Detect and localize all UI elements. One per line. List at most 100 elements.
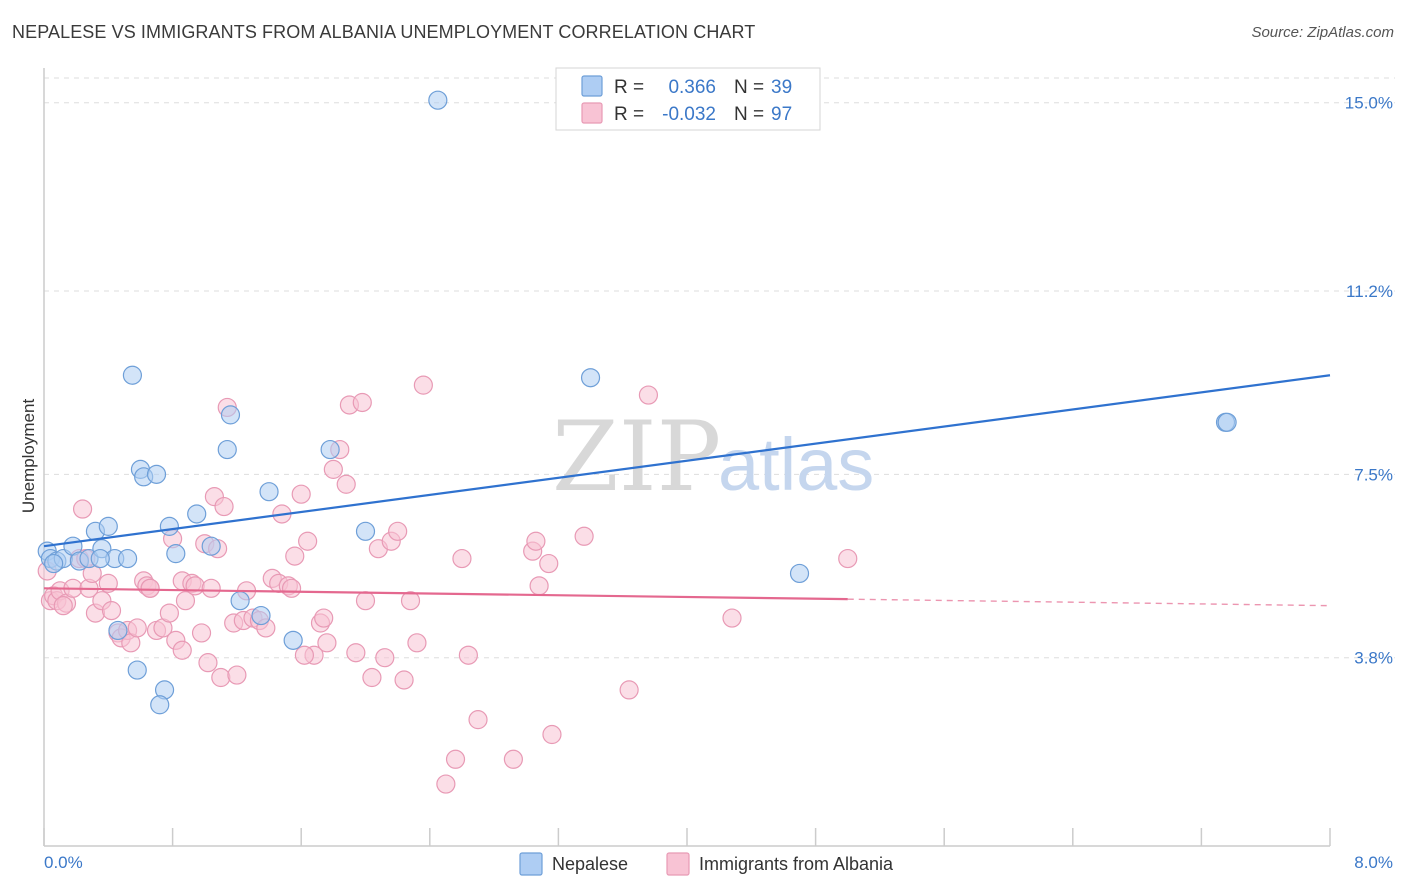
- nepalese-point: [187, 504, 207, 524]
- nepalese-point: [217, 439, 237, 460]
- nepalese-point: [355, 521, 376, 541]
- nepalese-point: [283, 630, 303, 650]
- albania-point: [445, 749, 466, 769]
- chart-title: NEPALESE VS IMMIGRANTS FROM ALBANIA UNEM…: [12, 22, 756, 42]
- nepalese-point: [789, 563, 810, 584]
- albania-point: [388, 521, 408, 541]
- x-tick-label-max: 8.0%: [1354, 853, 1393, 872]
- albania-point: [53, 596, 73, 616]
- albania-point: [529, 576, 549, 596]
- nepalese-point: [428, 90, 448, 110]
- albania-point: [722, 608, 742, 628]
- legend-r-value-nepalese: 0.366: [668, 77, 716, 98]
- albania-point: [452, 548, 472, 569]
- y-tick-label: 11.2%: [1346, 282, 1393, 301]
- legend-r-value-albania: -0.032: [662, 104, 716, 125]
- nepalese-point: [220, 405, 241, 425]
- gridlines: [44, 77, 1395, 659]
- albania-point: [185, 576, 205, 596]
- albania-point: [574, 526, 594, 546]
- legend-n-value-albania: 97: [771, 104, 792, 125]
- nepalese-point: [230, 591, 250, 611]
- watermark-atlas: atlas: [718, 423, 874, 506]
- y-tick-label: 3.8%: [1354, 649, 1393, 668]
- source-credit: Source: ZipAtlas.com: [1251, 24, 1394, 41]
- albania-point: [98, 573, 118, 593]
- albania-point: [436, 774, 456, 794]
- legend-swatch-nepalese: [581, 75, 603, 97]
- albania-point: [140, 578, 160, 598]
- albania-point: [407, 633, 427, 653]
- albania-point: [394, 670, 414, 690]
- albania-point: [298, 531, 318, 551]
- legend-n-value-nepalese: 39: [771, 77, 792, 98]
- trend-lines: [43, 374, 1331, 607]
- albania-point: [542, 724, 562, 745]
- nepalese-point: [117, 548, 138, 569]
- albania-point: [619, 680, 639, 700]
- albania-point: [539, 553, 559, 574]
- series-legend-swatch-albania: [666, 852, 690, 876]
- albania-point: [355, 591, 376, 611]
- series-legend-label-nepalese: Nepalese: [552, 854, 628, 874]
- nepalese-point: [166, 544, 186, 564]
- albania-point: [314, 608, 334, 628]
- albania-point: [127, 618, 147, 638]
- albania-point: [227, 665, 247, 685]
- nepalese-point: [90, 548, 110, 569]
- albania-point: [214, 496, 234, 517]
- nepalese-point: [122, 365, 143, 385]
- y-tick-label: 15.0%: [1345, 94, 1393, 113]
- watermark-zip: ZIP: [552, 401, 721, 513]
- albania-point: [526, 531, 546, 551]
- albania-point: [336, 474, 356, 494]
- albania-point: [352, 392, 372, 413]
- axes: [43, 68, 1331, 847]
- albania-trend-line-extension: [847, 598, 1331, 607]
- nepalese-point: [146, 464, 167, 484]
- y-tick-labels: 3.8% 7.5% 11.2% 15.0%: [1345, 94, 1393, 668]
- albania-point: [198, 653, 218, 673]
- series-legend: Nepalese Immigrants from Albania: [519, 852, 894, 876]
- albania-point: [317, 633, 337, 653]
- albania-trend-line: [43, 587, 848, 601]
- nepalese-point: [159, 516, 179, 536]
- nepalese-trend-line: [43, 374, 1331, 548]
- nepalese-point: [98, 516, 118, 536]
- nepalese-point: [259, 482, 279, 502]
- legend-swatch-albania: [581, 102, 603, 124]
- albania-point: [201, 578, 221, 598]
- nepalese-point: [201, 536, 221, 556]
- series-legend-label-albania: Immigrants from Albania: [699, 854, 894, 874]
- series-legend-swatch-nepalese: [519, 852, 543, 876]
- albania-point: [159, 603, 179, 623]
- albania-point: [175, 591, 196, 611]
- albania-point: [362, 667, 382, 688]
- albania-point: [211, 667, 231, 688]
- albania-point: [285, 546, 305, 566]
- nepalese-point: [150, 695, 170, 715]
- y-tick-label: 7.5%: [1354, 465, 1393, 484]
- nepalese-point: [1217, 412, 1237, 432]
- nepalese-point: [580, 368, 601, 388]
- albania-point: [291, 484, 311, 504]
- albania-point: [458, 645, 478, 665]
- albania-point: [468, 710, 488, 730]
- albania-point: [323, 459, 343, 479]
- albania-point: [72, 499, 93, 519]
- albania-point: [400, 591, 421, 611]
- y-axis-title: Unemployment: [19, 399, 38, 514]
- nepalese-point: [127, 660, 147, 680]
- albania-point: [638, 385, 659, 405]
- nepalese-point: [108, 620, 128, 641]
- albania-point: [294, 645, 315, 665]
- nepalese-points: [37, 90, 1237, 715]
- albania-point: [413, 375, 433, 395]
- watermark: ZIP atlas: [552, 401, 874, 513]
- albania-point: [281, 578, 302, 598]
- nepalese-point: [320, 439, 340, 460]
- albania-point: [191, 623, 212, 643]
- albania-point: [503, 749, 523, 769]
- correlation-legend: R = 0.366 N = 39 R = -0.032 N = 97: [555, 67, 821, 131]
